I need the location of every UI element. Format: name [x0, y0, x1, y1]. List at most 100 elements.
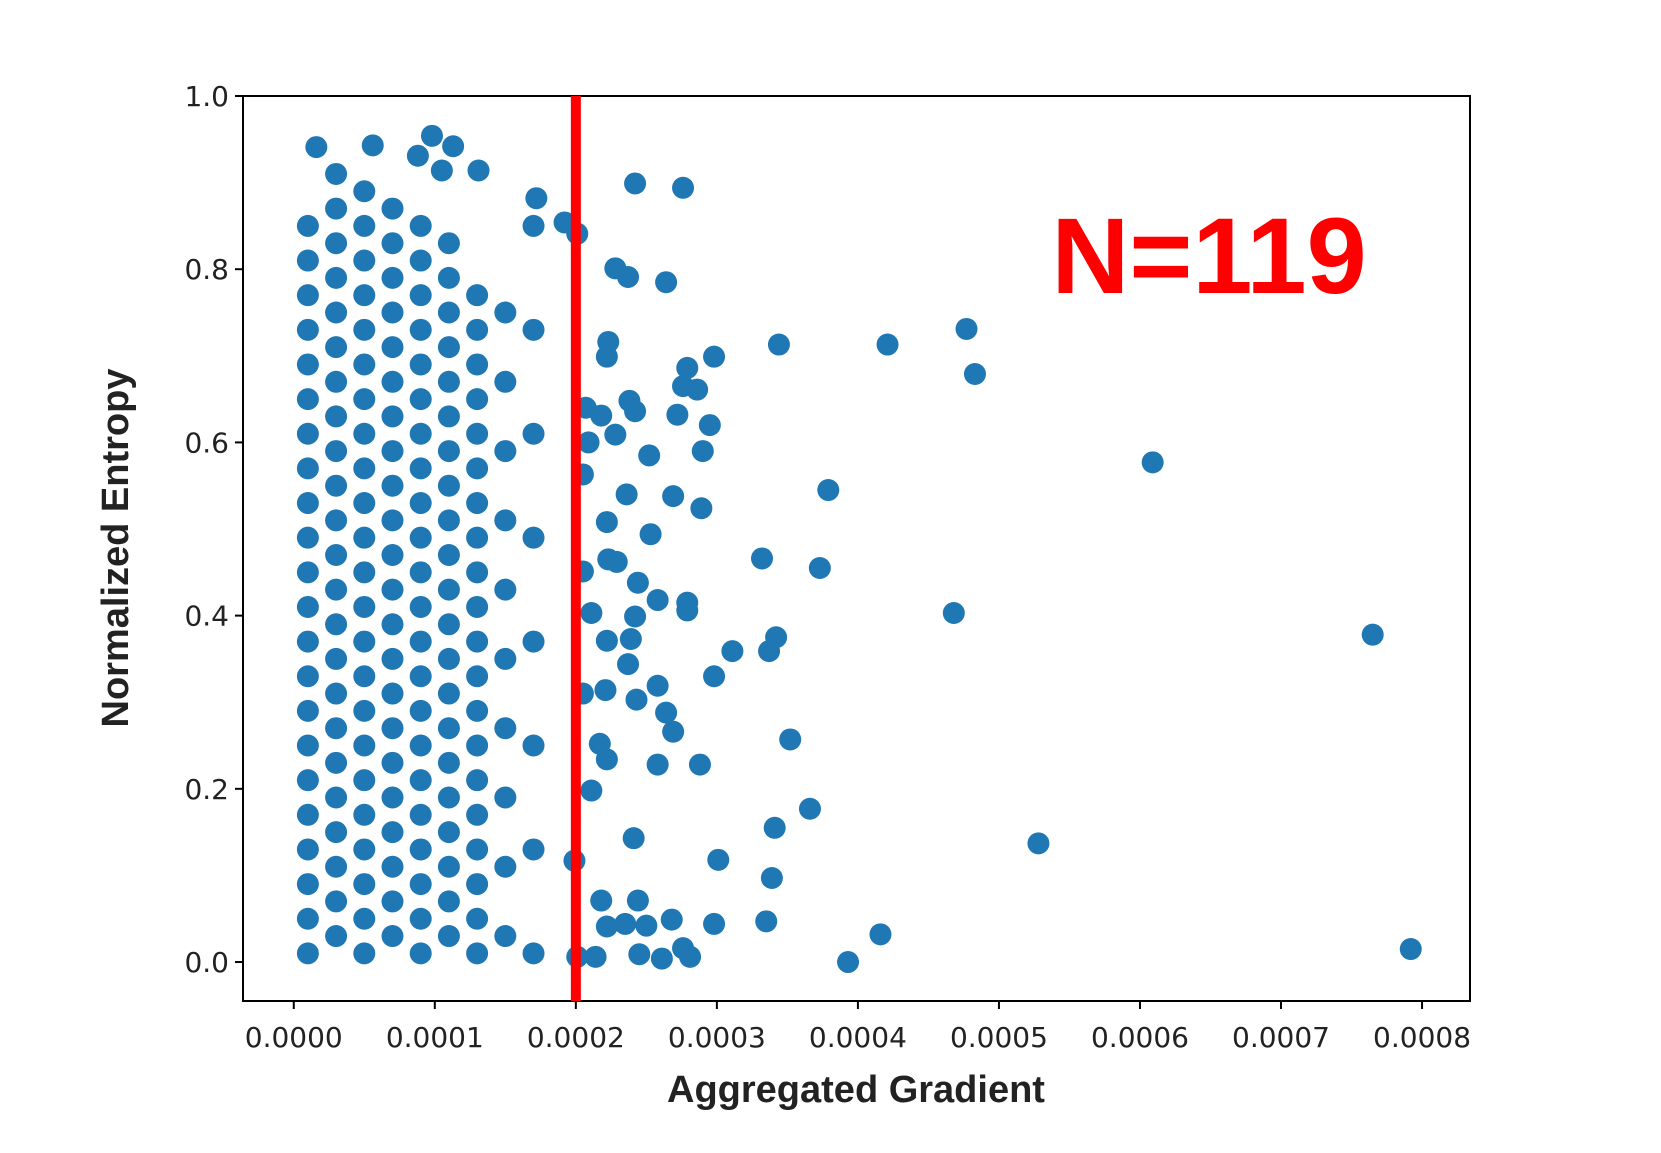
- point: [758, 640, 781, 663]
- point: [296, 214, 319, 237]
- point: [619, 628, 642, 650]
- x-tick-label: 0.0004: [809, 1021, 907, 1054]
- point: [381, 336, 404, 359]
- point: [522, 526, 545, 549]
- point: [466, 318, 489, 341]
- point: [296, 353, 319, 376]
- point: [430, 159, 453, 182]
- point: [595, 915, 618, 938]
- point: [808, 556, 831, 579]
- point: [751, 547, 774, 570]
- point: [595, 345, 618, 368]
- point: [691, 440, 714, 463]
- point: [624, 172, 647, 195]
- point: [522, 422, 545, 445]
- point: [381, 786, 404, 809]
- plot-frame: [242, 95, 1471, 1002]
- x-tick-label: 0.0003: [668, 1021, 766, 1054]
- point: [409, 769, 432, 792]
- point: [466, 734, 489, 757]
- point: [615, 483, 638, 506]
- point: [466, 803, 489, 826]
- point: [466, 769, 489, 792]
- point: [296, 595, 319, 618]
- point: [420, 124, 443, 147]
- point: [409, 907, 432, 930]
- point: [381, 682, 404, 705]
- point: [296, 769, 319, 792]
- point: [381, 855, 404, 878]
- point: [494, 855, 517, 878]
- point: [409, 388, 432, 411]
- point: [296, 526, 319, 549]
- point: [353, 422, 376, 445]
- y-tick-label: 0.8: [184, 253, 229, 286]
- point: [409, 492, 432, 515]
- point: [662, 720, 685, 743]
- point: [409, 284, 432, 307]
- point: [325, 682, 348, 705]
- point: [522, 630, 545, 653]
- point: [437, 509, 460, 532]
- point: [409, 942, 432, 965]
- point: [437, 474, 460, 497]
- point: [869, 923, 892, 946]
- point: [494, 717, 517, 740]
- point: [666, 403, 689, 426]
- point: [466, 492, 489, 515]
- point: [361, 134, 384, 157]
- point: [595, 511, 618, 534]
- point: [584, 945, 607, 968]
- point: [672, 176, 695, 199]
- point: [409, 873, 432, 896]
- point: [466, 561, 489, 584]
- point: [325, 647, 348, 670]
- point: [409, 595, 432, 618]
- point: [409, 665, 432, 688]
- point: [655, 271, 678, 294]
- point: [437, 751, 460, 774]
- point: [755, 910, 778, 933]
- point: [325, 474, 348, 497]
- point: [442, 135, 465, 158]
- point: [409, 803, 432, 826]
- point: [325, 370, 348, 393]
- point: [437, 647, 460, 670]
- point: [353, 284, 376, 307]
- point: [353, 595, 376, 618]
- point: [353, 907, 376, 930]
- point: [381, 647, 404, 670]
- point: [646, 674, 669, 697]
- point: [409, 699, 432, 722]
- point: [466, 699, 489, 722]
- point: [437, 821, 460, 844]
- point: [296, 457, 319, 480]
- point: [296, 907, 319, 930]
- point: [406, 144, 429, 167]
- point: [437, 440, 460, 463]
- point: [522, 734, 545, 757]
- point: [466, 388, 489, 411]
- point: [1027, 832, 1050, 855]
- point: [595, 629, 618, 652]
- point: [617, 266, 640, 288]
- point: [698, 414, 721, 437]
- point: [466, 526, 489, 549]
- point: [437, 266, 460, 289]
- point: [660, 908, 683, 931]
- point: [353, 353, 376, 376]
- point: [381, 301, 404, 324]
- point: [325, 717, 348, 740]
- point: [707, 848, 730, 871]
- point: [594, 679, 617, 702]
- point: [1141, 451, 1164, 474]
- point: [624, 605, 647, 628]
- point: [296, 665, 319, 688]
- x-tick-label: 0.0006: [1091, 1021, 1189, 1054]
- point: [325, 890, 348, 913]
- point: [955, 317, 978, 340]
- point: [381, 266, 404, 289]
- point: [494, 647, 517, 670]
- point: [580, 779, 603, 802]
